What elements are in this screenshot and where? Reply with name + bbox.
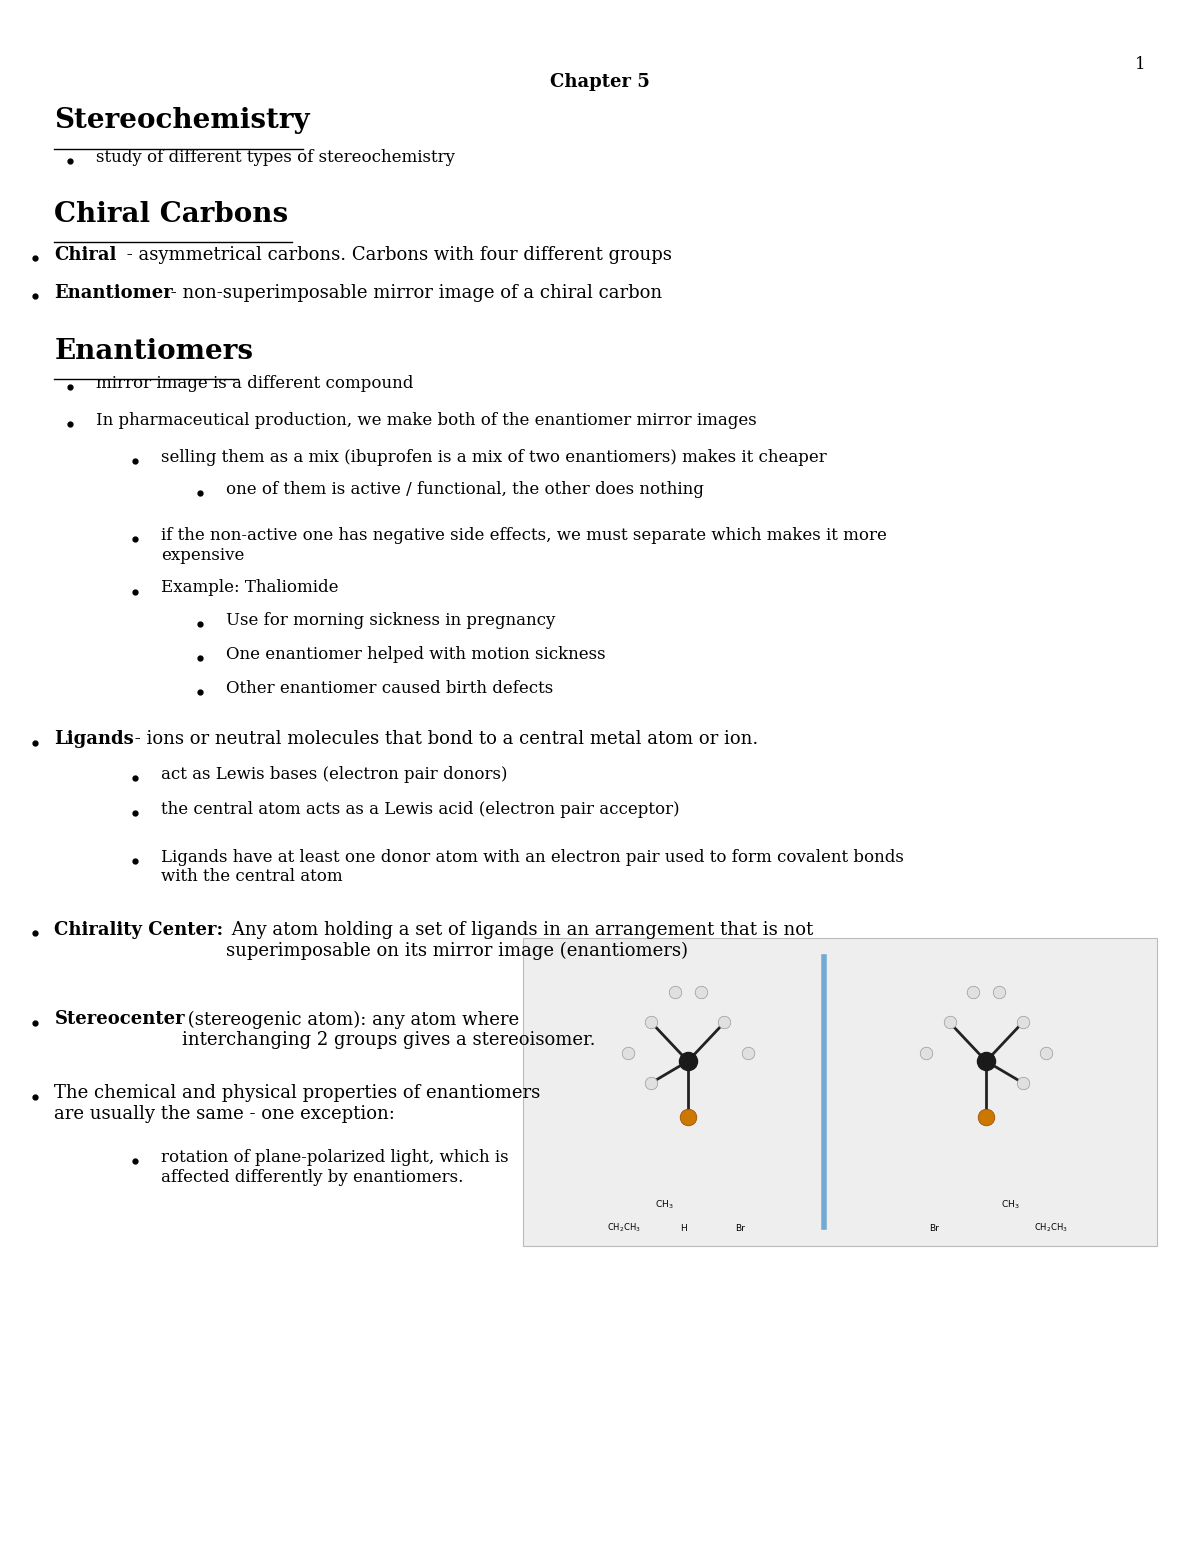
Text: rotation of plane-polarized light, which is
affected differently by enantiomers.: rotation of plane-polarized light, which… — [161, 1149, 509, 1185]
Text: act as Lewis bases (electron pair donors): act as Lewis bases (electron pair donors… — [161, 766, 508, 783]
Text: study of different types of stereochemistry: study of different types of stereochemis… — [96, 149, 455, 166]
Text: Ligands: Ligands — [54, 730, 134, 749]
Text: One enantiomer helped with motion sickness: One enantiomer helped with motion sickne… — [227, 646, 606, 663]
Text: - non-superimposable mirror image of a chiral carbon: - non-superimposable mirror image of a c… — [164, 284, 662, 301]
Text: Br: Br — [929, 1224, 938, 1233]
Text: Any atom holding a set of ligands in an arrangement that is not
superimposable o: Any atom holding a set of ligands in an … — [227, 921, 814, 960]
Text: $\rm CH_2CH_3$: $\rm CH_2CH_3$ — [1033, 1222, 1067, 1235]
Text: In pharmaceutical production, we make both of the enantiomer mirror images: In pharmaceutical production, we make bo… — [96, 412, 757, 429]
Text: $\rm CH_3$: $\rm CH_3$ — [1001, 1199, 1019, 1211]
Text: $\rm CH_3$: $\rm CH_3$ — [655, 1199, 673, 1211]
Text: Chiral Carbons: Chiral Carbons — [54, 200, 288, 228]
Text: Other enantiomer caused birth defects: Other enantiomer caused birth defects — [227, 680, 553, 697]
Text: Chapter 5: Chapter 5 — [550, 73, 650, 92]
Text: Enantiomers: Enantiomers — [54, 339, 253, 365]
Text: $\rm H\!\!$: $\rm H\!\!$ — [680, 1222, 688, 1233]
Text: $\rm CH_2CH_3$: $\rm CH_2CH_3$ — [607, 1222, 641, 1235]
Text: selling them as a mix (ibuprofen is a mix of two enantiomers) makes it cheaper: selling them as a mix (ibuprofen is a mi… — [161, 449, 827, 466]
Text: - ions or neutral molecules that bond to a central metal atom or ion.: - ions or neutral molecules that bond to… — [130, 730, 758, 749]
Text: Chirality Center:: Chirality Center: — [54, 921, 223, 940]
Text: Enantiomer: Enantiomer — [54, 284, 173, 301]
Text: Stereocenter: Stereocenter — [54, 1011, 185, 1028]
Bar — [523, 938, 1158, 1246]
Text: Chiral: Chiral — [54, 245, 116, 264]
Text: if the non-active one has negative side effects, we must separate which makes it: if the non-active one has negative side … — [161, 526, 887, 564]
Text: the central atom acts as a Lewis acid (electron pair acceptor): the central atom acts as a Lewis acid (e… — [161, 801, 679, 818]
Text: Stereochemistry: Stereochemistry — [54, 107, 310, 134]
Text: (stereogenic atom): any atom where
interchanging 2 groups gives a stereoisomer.: (stereogenic atom): any atom where inter… — [182, 1011, 596, 1050]
Text: Ligands have at least one donor atom with an electron pair used to form covalent: Ligands have at least one donor atom wit… — [161, 849, 904, 885]
Text: The chemical and physical properties of enantiomers
are usually the same - one e: The chemical and physical properties of … — [54, 1084, 541, 1123]
Text: one of them is active / functional, the other does nothing: one of them is active / functional, the … — [227, 481, 704, 499]
Text: Use for morning sickness in pregnancy: Use for morning sickness in pregnancy — [227, 612, 556, 629]
Text: - asymmetrical carbons. Carbons with four different groups: - asymmetrical carbons. Carbons with fou… — [121, 245, 672, 264]
Text: mirror image is a different compound: mirror image is a different compound — [96, 374, 413, 391]
Text: Br: Br — [736, 1224, 745, 1233]
Text: Example: Thaliomide: Example: Thaliomide — [161, 579, 338, 596]
Text: 1: 1 — [1135, 56, 1146, 73]
